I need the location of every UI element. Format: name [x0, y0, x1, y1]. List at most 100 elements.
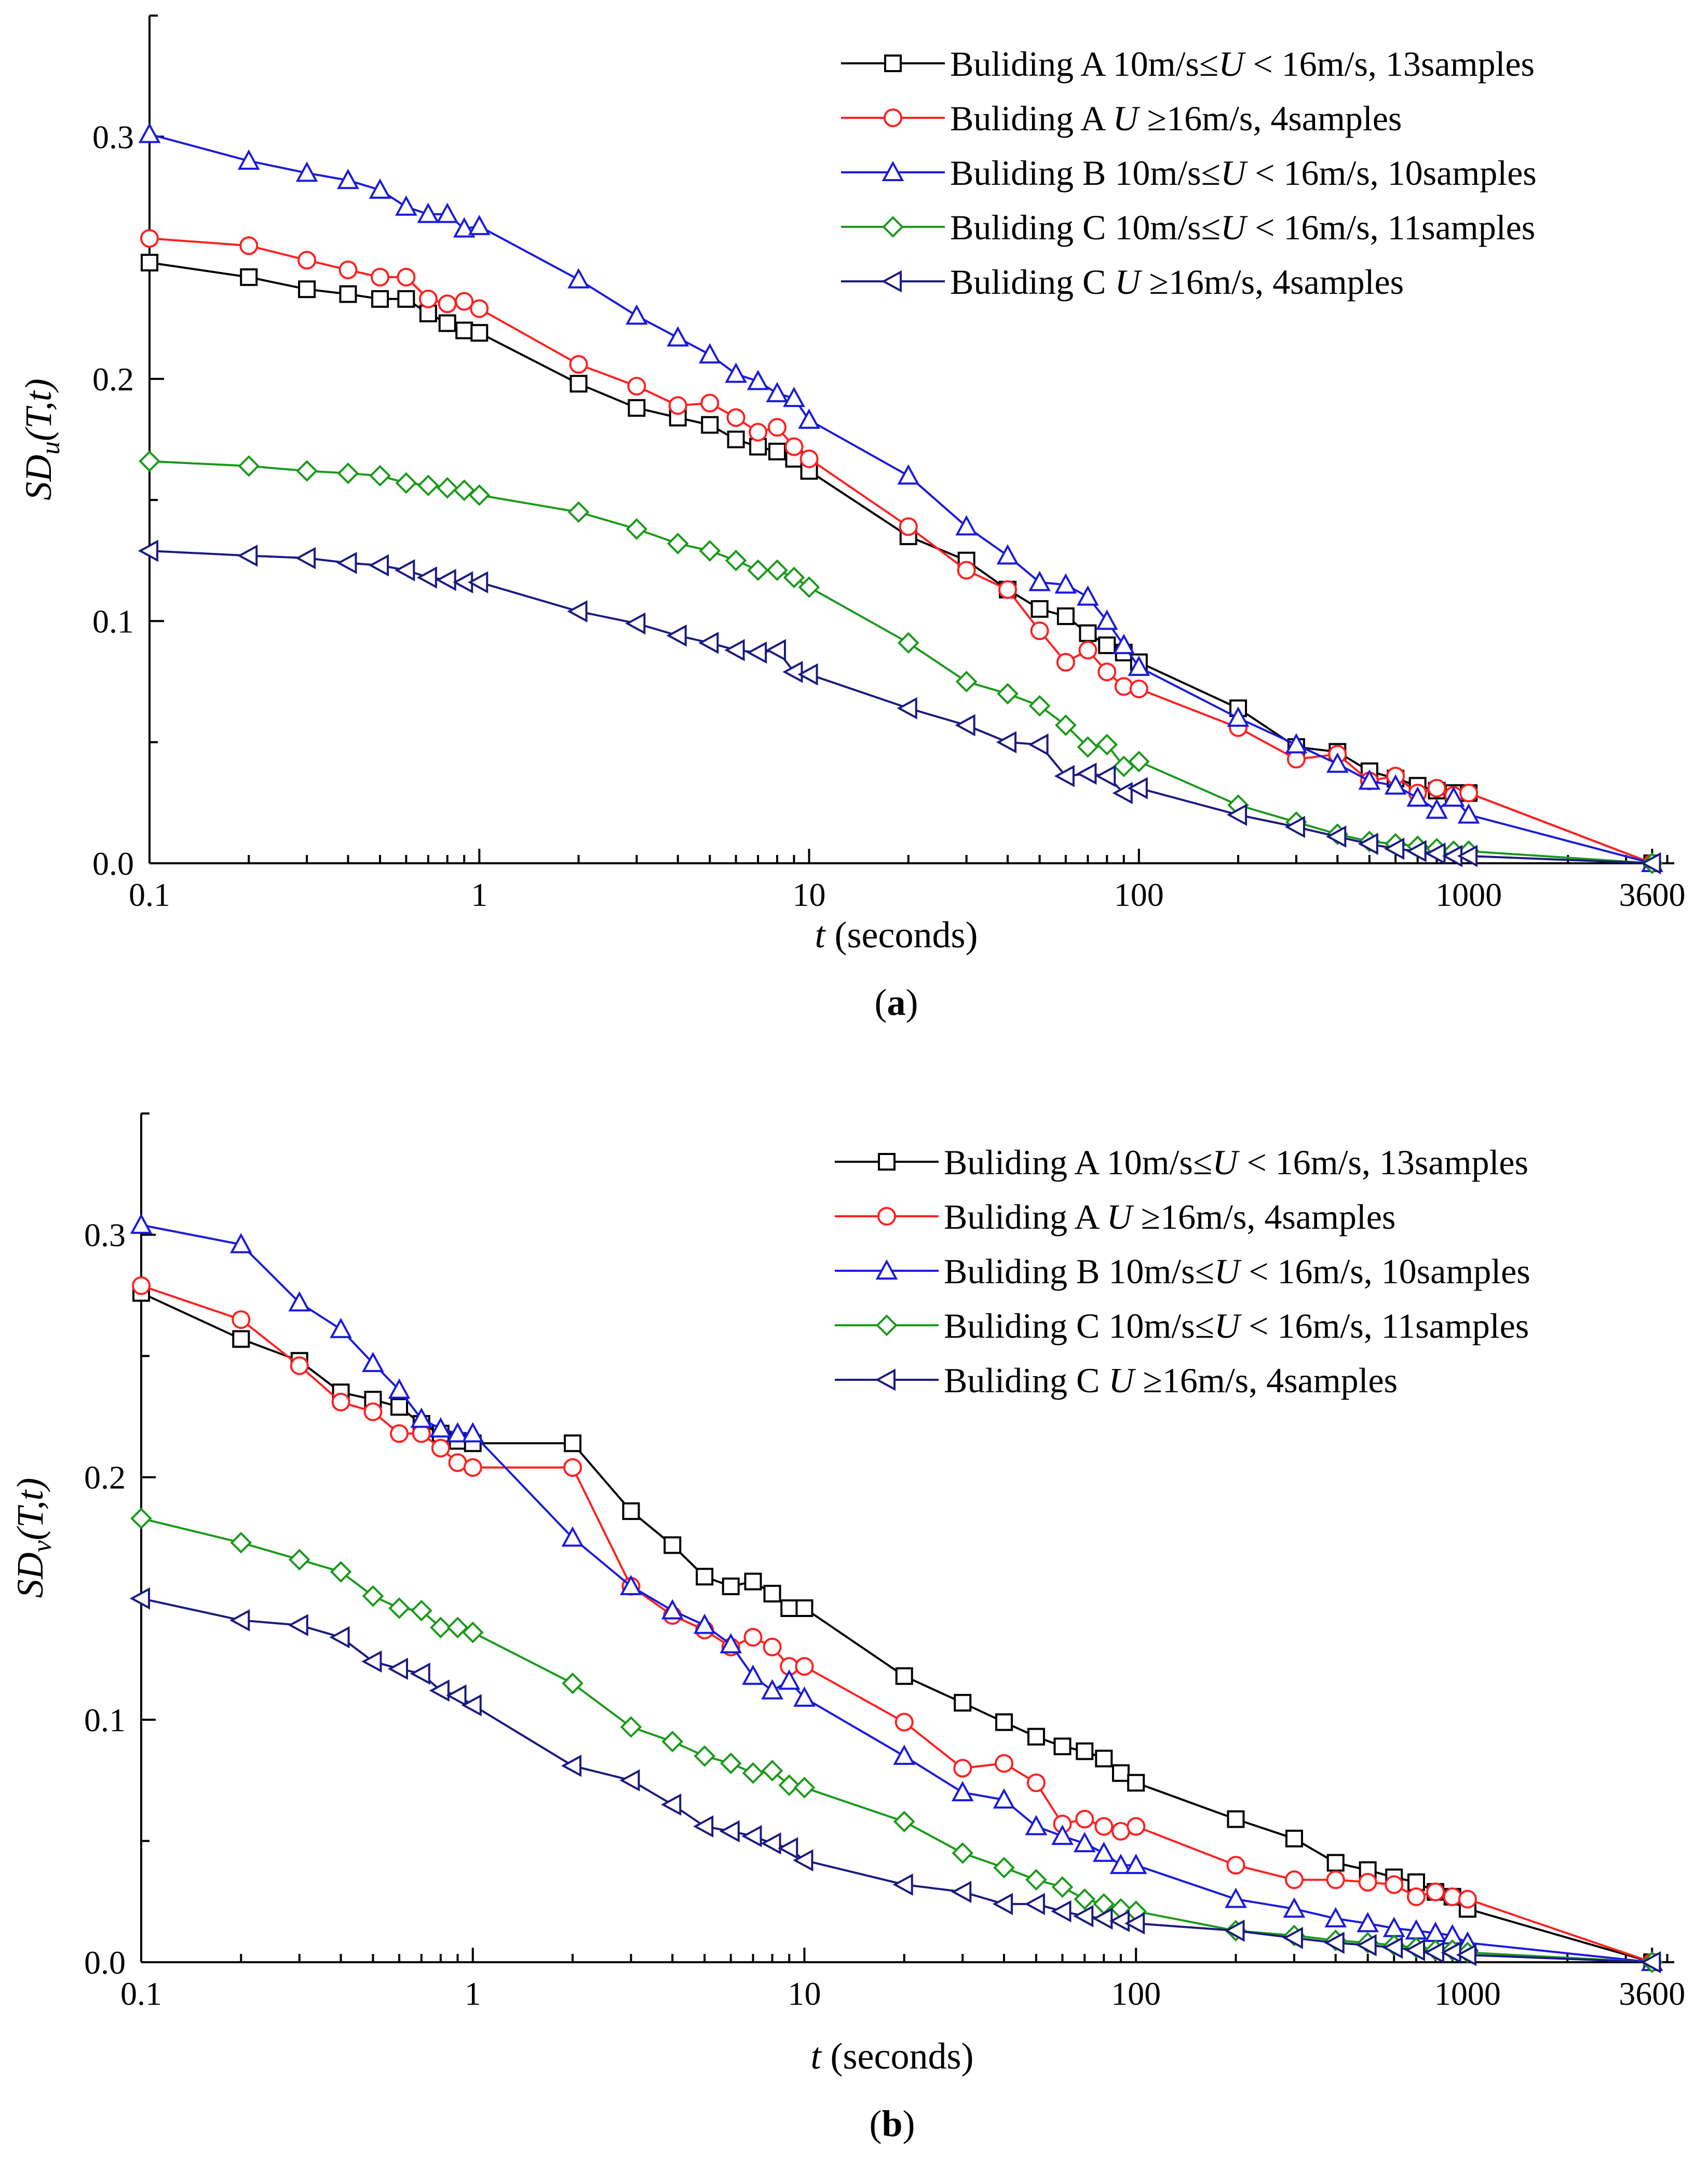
data-point [894, 1713, 914, 1732]
data-point [132, 1276, 151, 1295]
data-point [1407, 1873, 1425, 1891]
data-point [1459, 783, 1479, 803]
data-point [230, 1532, 252, 1554]
data-point [957, 561, 976, 580]
data-point [330, 1561, 352, 1583]
data-point [893, 1811, 915, 1832]
data-point [462, 1621, 484, 1643]
panel-label: (a) [875, 982, 918, 1023]
x-axis-title-unit: (seconds) [821, 2035, 974, 2077]
data-point [625, 612, 646, 635]
data-point [429, 1679, 450, 1702]
data-point [746, 641, 767, 664]
legend-marker [877, 1207, 896, 1226]
data-point [453, 217, 476, 238]
data-point [1077, 585, 1099, 606]
data-point [765, 639, 786, 661]
data-point [1282, 1926, 1303, 1949]
data-point [798, 576, 820, 598]
data-point [1326, 825, 1347, 848]
data-point [761, 1760, 783, 1782]
data-point [720, 1753, 742, 1774]
legend-label-var: U [1214, 1252, 1242, 1291]
data-point [1285, 1829, 1303, 1847]
data-point [338, 260, 358, 279]
y-tick-label: 0.2 [84, 1459, 126, 1496]
data-point [462, 1422, 484, 1443]
data-point [567, 268, 590, 289]
data-point [1127, 1774, 1145, 1792]
y-axis-title-args: (T,t) [18, 378, 59, 441]
data-point [1326, 1870, 1345, 1890]
data-point [418, 289, 438, 308]
data-point [1054, 765, 1075, 787]
x-tick-label: 100 [1114, 876, 1164, 913]
data-point [448, 1453, 467, 1472]
data-point [996, 544, 1019, 565]
legend-label: Buliding B 10m/s≤U < 16m/s, 10samples [950, 153, 1537, 193]
data-point [232, 1310, 251, 1329]
legend-marker [881, 270, 902, 293]
data-point [361, 1650, 382, 1673]
data-point [667, 533, 689, 554]
data-point [895, 1667, 913, 1685]
data-point [1356, 1934, 1377, 1957]
x-axis-title-unit: (seconds) [825, 914, 978, 956]
legend-label-pre: Buliding C [944, 1361, 1108, 1400]
data-point [1054, 573, 1077, 594]
data-point [953, 1759, 972, 1778]
data-point [998, 580, 1018, 599]
data-point [1426, 1882, 1445, 1901]
data-point [763, 1637, 782, 1656]
data-point [793, 1776, 816, 1799]
data-point [951, 1781, 974, 1801]
data-point [1226, 1856, 1245, 1875]
legend-marker [875, 1368, 896, 1391]
data-point [470, 324, 489, 342]
y-axis-title-main: SD [9, 1552, 51, 1598]
data-point [724, 639, 745, 661]
data-point [1073, 1831, 1096, 1853]
data-point [696, 1568, 714, 1586]
data-point [468, 484, 491, 506]
data-point [1073, 1905, 1094, 1927]
data-point [620, 1574, 642, 1595]
data-point [747, 559, 769, 581]
data-point [793, 1849, 814, 1872]
data-point [784, 437, 804, 456]
legend-label: Buliding B 10m/s≤U < 16m/s, 10samples [944, 1252, 1530, 1291]
legend-label-post: < 16m/s, 13samples [1244, 44, 1535, 84]
data-point [430, 1616, 452, 1639]
data-point [1458, 1890, 1477, 1909]
data-point [1284, 816, 1305, 838]
data-point [388, 1597, 410, 1619]
data-point [369, 178, 391, 199]
data-point [1427, 779, 1446, 798]
data-point [722, 1577, 740, 1595]
data-point [693, 1815, 714, 1838]
data-point [747, 370, 769, 390]
data-point [951, 1881, 972, 1903]
data-point [288, 1291, 311, 1312]
series-3 [130, 1213, 1663, 1971]
data-point [570, 375, 588, 393]
data-point [720, 1633, 742, 1654]
legend-label: Buliding A U ≥16m/s, 4samples [944, 1197, 1395, 1237]
legend-label-var: U [1218, 44, 1246, 84]
data-point [567, 600, 588, 623]
data-point [1098, 636, 1116, 655]
data-point [1442, 786, 1465, 807]
panel-label-close: ) [903, 2103, 915, 2144]
data-point [1457, 845, 1478, 867]
data-point [1053, 1737, 1072, 1756]
legend-label-pre: Buliding A 10m/s≤ [950, 44, 1218, 84]
data-point [438, 314, 456, 332]
data-point [744, 1572, 762, 1591]
data-point [1051, 1824, 1074, 1845]
data-point [1095, 609, 1118, 630]
data-point [1283, 1897, 1306, 1918]
legend-label-pre: Buliding B 10m/s≤ [950, 153, 1221, 193]
data-point [395, 559, 415, 581]
legend-label-pre: Buliding B 10m/s≤ [944, 1252, 1214, 1291]
data-point [567, 501, 590, 523]
